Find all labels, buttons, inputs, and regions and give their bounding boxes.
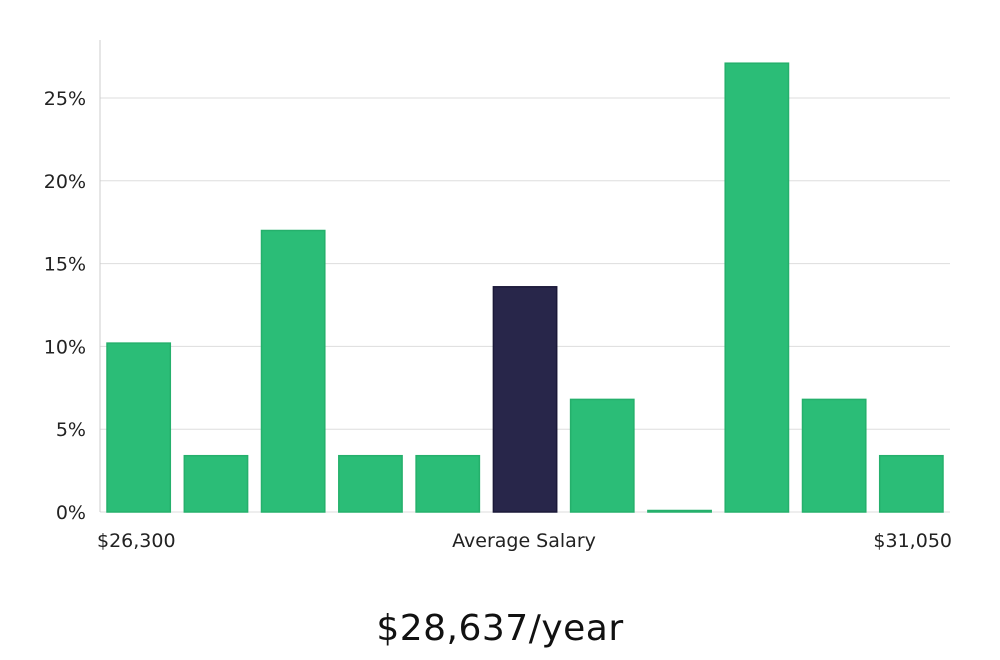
bar-highlighted [492, 286, 558, 513]
bar [724, 62, 790, 513]
y-tick-label: 25% [44, 88, 86, 110]
bar [801, 398, 867, 513]
bar [106, 342, 172, 513]
salary-histogram: 0%5%10%15%20%25% $26,300 Average Salary … [44, 40, 952, 552]
bar [338, 454, 403, 513]
y-tick-label: 5% [56, 419, 86, 441]
y-tick-label: 10% [44, 336, 86, 358]
bar [260, 229, 326, 513]
y-tick-label: 15% [44, 254, 86, 276]
y-tick-label: 0% [56, 502, 86, 524]
bar [647, 509, 712, 513]
bar [878, 454, 944, 513]
x-max-label: $31,050 [873, 530, 952, 552]
x-min-label: $26,300 [97, 530, 176, 552]
bar [415, 454, 481, 513]
bars [106, 62, 944, 513]
y-tick-labels: 0% 5% 10% 15% 20% 25% [44, 88, 86, 524]
bar [569, 398, 635, 513]
average-salary-value: $28,637/year [376, 608, 624, 649]
bar [183, 454, 249, 513]
x-axis-title: Average Salary [452, 530, 596, 552]
y-tick-label: 20% [44, 171, 86, 193]
